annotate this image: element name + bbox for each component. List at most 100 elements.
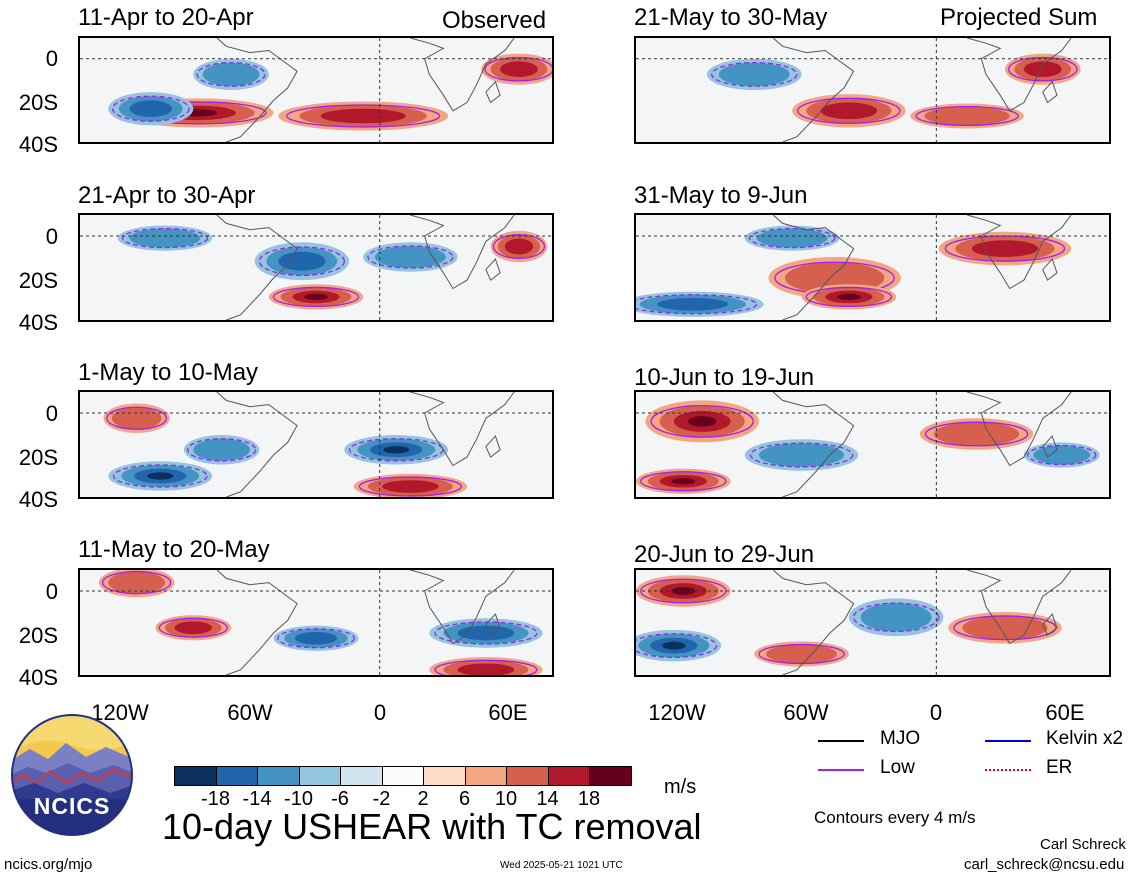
colorbar-swatch [506, 766, 549, 786]
anomaly-shading [662, 641, 686, 650]
anomaly-shading [202, 62, 260, 87]
anomaly-shading [383, 446, 410, 454]
y-tick-0: 0 [45, 224, 58, 249]
low-frequency-contour [1026, 444, 1097, 466]
low-frequency-contour [286, 104, 441, 128]
low-frequency-contour [102, 570, 172, 595]
low-frequency-contour [106, 406, 168, 430]
anomaly-shading [174, 621, 213, 635]
low-frequency-contour [640, 578, 727, 604]
y-tick-20s: 20S [18, 90, 58, 115]
low-frequency-contour [636, 294, 758, 315]
anomaly-shading [457, 663, 515, 675]
coastline [772, 392, 1072, 497]
x-tick-0: 0 [373, 700, 387, 725]
y-tick-20s: 20S [18, 268, 58, 293]
low-frequency-contour [1008, 56, 1078, 82]
map-panel-3 [78, 390, 554, 499]
map-panel-1 [78, 36, 554, 144]
low-frequency-contour [749, 442, 854, 468]
panel-title-8: 20-Jun to 29-Jun [634, 541, 815, 568]
map-panel-7 [634, 390, 1111, 499]
coastline [216, 38, 515, 142]
colorbar-label: 2 [417, 788, 429, 810]
panel-title-4: 11-May to 20-May [78, 536, 270, 563]
low-frequency-contour [484, 56, 552, 82]
anomaly-shading [837, 293, 861, 301]
anomaly-shading [504, 238, 534, 255]
anomaly-shading [971, 240, 1039, 257]
map-panel-8 [634, 568, 1111, 677]
colorbar-label: 18 [577, 788, 601, 810]
low-frequency-contour [272, 286, 360, 308]
colorbar-swatch [589, 766, 632, 786]
low-frequency-contour [852, 602, 940, 633]
low-frequency-contour [640, 471, 727, 492]
colorbar-swatch [381, 766, 424, 786]
legend-label-er: ER [1046, 757, 1073, 778]
colorbar-swatch [340, 766, 383, 786]
low-frequency-contour [434, 659, 538, 675]
colorbar-label: 14 [536, 788, 559, 810]
anomaly-shading [320, 108, 406, 124]
y-tick-0: 0 [45, 401, 58, 426]
contours-note: Contours every 4 m/s [814, 808, 976, 827]
low-frequency-contour [186, 438, 257, 462]
colorbar-label: 10 [494, 788, 518, 810]
anomaly-shading [860, 603, 932, 632]
map-panel-5 [634, 36, 1111, 144]
low-frequency-contour [112, 464, 208, 488]
colorbar-swatch [215, 766, 258, 786]
footer-email[interactable]: carl_schreck@ncsu.edu [964, 856, 1125, 873]
anomaly-shading [1033, 445, 1091, 465]
panel-title-7: 10-Jun to 19-Jun [634, 364, 815, 391]
x-tick-120w: 120W [91, 700, 149, 725]
anomaly-shading [108, 571, 165, 594]
colorbar-label: -10 [284, 788, 313, 810]
low-frequency-contour [434, 621, 538, 645]
anomaly-shading [278, 251, 326, 271]
low-frequency-contour [924, 421, 1029, 447]
panel-title-6: 31-May to 9-Jun [634, 182, 808, 209]
anomaly-shading [820, 102, 878, 120]
anomaly-shading [129, 228, 201, 248]
legend-line-er [985, 769, 1031, 771]
anomaly-shading [294, 631, 338, 645]
colorbar-swatch [298, 766, 341, 786]
low-frequency-contour [650, 404, 754, 438]
panel-title-2: 21-Apr to 30-Apr [78, 182, 256, 209]
y-tick-0: 0 [45, 46, 58, 71]
y-tick-20s: 20S [18, 445, 58, 470]
colorbar-label: -2 [372, 788, 391, 810]
panel-title-1: 11-Apr to 20-Apr [78, 4, 254, 31]
low-frequency-contour [636, 633, 718, 659]
anomaly-shading [962, 615, 1048, 640]
legend-line-mjo [818, 740, 864, 742]
coastline [216, 392, 515, 497]
ncics-logo[interactable]: NCICS [10, 713, 134, 837]
anomaly-shading [457, 625, 515, 641]
legend-label-low: Low [880, 757, 915, 778]
legend-label-mjo: MJO [880, 728, 921, 749]
logo-text: NCICS [33, 793, 111, 819]
low-frequency-contour [805, 286, 893, 308]
coastline [216, 570, 515, 675]
colorbar-label: -14 [242, 788, 272, 810]
anomaly-shading [129, 100, 173, 118]
x-tick-60w: 60W [783, 700, 829, 725]
y-tick-40s: 40S [18, 487, 58, 512]
y-tick-40s: 40S [18, 310, 58, 335]
anomaly-shading [671, 587, 696, 595]
low-frequency-contour [915, 105, 1019, 127]
anomaly-shading [758, 443, 845, 467]
anomaly-shading [766, 644, 838, 664]
low-frequency-contour [158, 617, 228, 638]
anomaly-shading [375, 245, 446, 269]
footer-url[interactable]: ncics.org/mjo [4, 856, 93, 873]
low-frequency-contour [277, 628, 355, 649]
low-frequency-contour [953, 615, 1057, 641]
colorbar-swatch [423, 766, 466, 786]
low-frequency-contour [367, 245, 454, 269]
panel-title-5: 21-May to 30-May [634, 4, 828, 31]
anomaly-shading [304, 293, 328, 301]
